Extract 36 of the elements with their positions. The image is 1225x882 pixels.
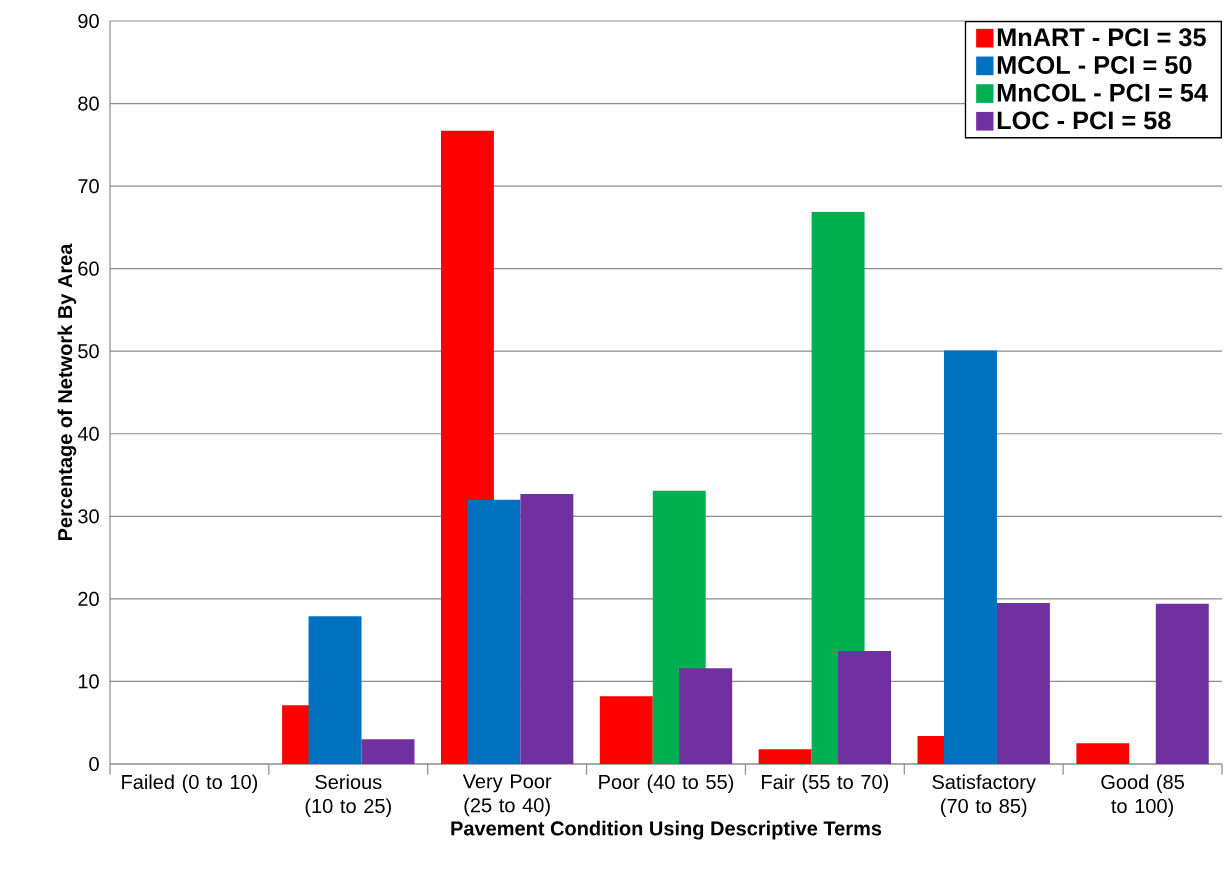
x-tick-label: Good (85 to 100) (1101, 774, 1184, 818)
x-tick-label: Serious (10 to 25) (305, 774, 391, 818)
x-tick-label: Poor (40 to 55) (599, 774, 734, 794)
y-tick-label: 10 (78, 674, 99, 689)
bar (758, 749, 812, 764)
bar (1076, 743, 1130, 764)
x-tick-label: Satisfactory (70 to 85) (932, 774, 1036, 818)
y-tick-label: 40 (77, 426, 99, 441)
y-tick-label: 0 (89, 756, 99, 772)
bar (996, 603, 1050, 764)
y-tick-label: 50 (78, 344, 99, 359)
bar (944, 350, 997, 764)
y-tick-label: 90 (78, 13, 99, 29)
bar (599, 696, 653, 764)
x-axis-title: Pavement Condition Using Descriptive Terms (451, 820, 882, 840)
y-tick-label: 60 (78, 261, 99, 276)
x-tick-label: Very Poor (25 to 40) (462, 774, 552, 817)
y-tick-label: 30 (78, 509, 99, 524)
bar (679, 668, 733, 764)
x-tick-label: Fair (55 to 70) (762, 774, 889, 794)
y-tick-label: 20 (78, 591, 99, 606)
legend-label: LOC - PCI = 58 (997, 111, 1171, 130)
legend-label: MnART - PCI = 35 (997, 28, 1206, 47)
legend-label: MCOL - PCI = 50 (997, 56, 1192, 74)
bar (467, 499, 521, 764)
y-axis-title: Percentage of Network By Area (57, 243, 77, 541)
bar (361, 739, 415, 764)
bar (1155, 603, 1209, 764)
x-tick-label: Failed (0 to 10) (122, 774, 258, 794)
y-tick-label: 80 (78, 96, 99, 111)
bar (838, 650, 892, 764)
legend-label: MnCOL - PCI = 54 (997, 83, 1208, 102)
bar (520, 494, 574, 764)
bar (811, 211, 865, 764)
y-tick-label: 70 (78, 179, 99, 194)
bar (308, 616, 362, 764)
